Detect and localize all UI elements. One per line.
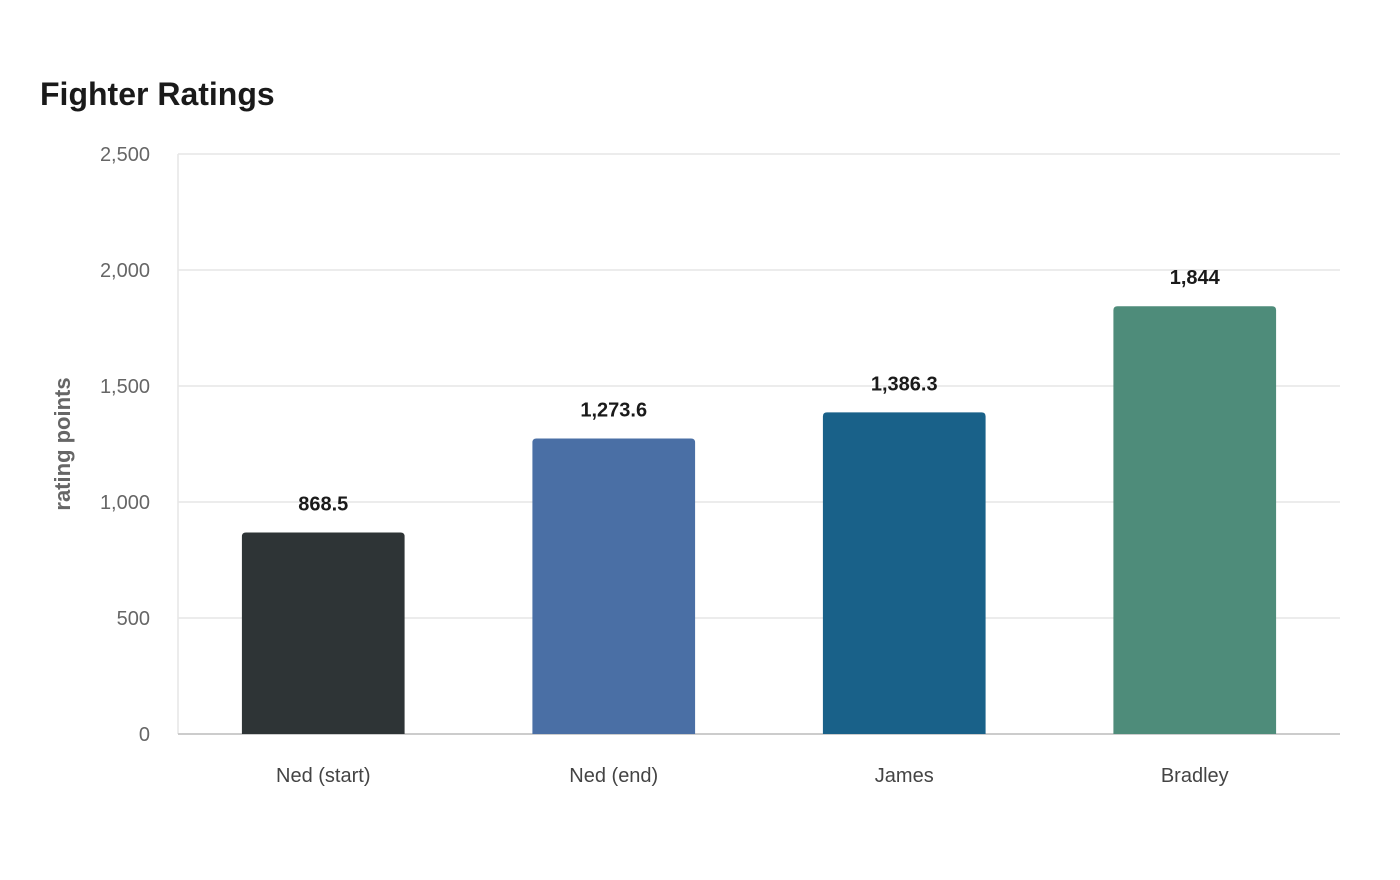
data-label: 1,386.3 (871, 373, 938, 395)
data-label: 1,844 (1170, 267, 1221, 289)
data-label: 868.5 (298, 494, 348, 516)
bar (241, 532, 405, 734)
chart-title: Fighter Ratings (40, 76, 275, 112)
x-category-label: James (875, 765, 934, 787)
x-category-label: Bradley (1161, 765, 1229, 787)
y-tick-label: 2,500 (100, 144, 150, 166)
bars (241, 306, 1277, 734)
x-category-label: Ned (start) (276, 765, 370, 787)
y-axis-ticks: 0 500 1,000 1,500 2,000 2,500 (100, 144, 150, 746)
y-tick-label: 2,000 (100, 260, 150, 282)
y-tick-label: 0 (139, 724, 150, 746)
bar (1113, 306, 1277, 734)
y-axis-title: rating points (50, 377, 75, 510)
data-labels: 868.5 1,273.6 1,386.3 1,844 (298, 267, 1220, 515)
bar (822, 412, 986, 734)
bar (532, 438, 696, 734)
x-category-label: Ned (end) (569, 765, 658, 787)
y-tick-label: 1,000 (100, 492, 150, 514)
y-tick-label: 1,500 (100, 376, 150, 398)
y-tick-label: 500 (117, 608, 150, 630)
data-label: 1,273.6 (580, 400, 647, 422)
x-axis-categories: Ned (start) Ned (end) James Bradley (276, 765, 1229, 787)
